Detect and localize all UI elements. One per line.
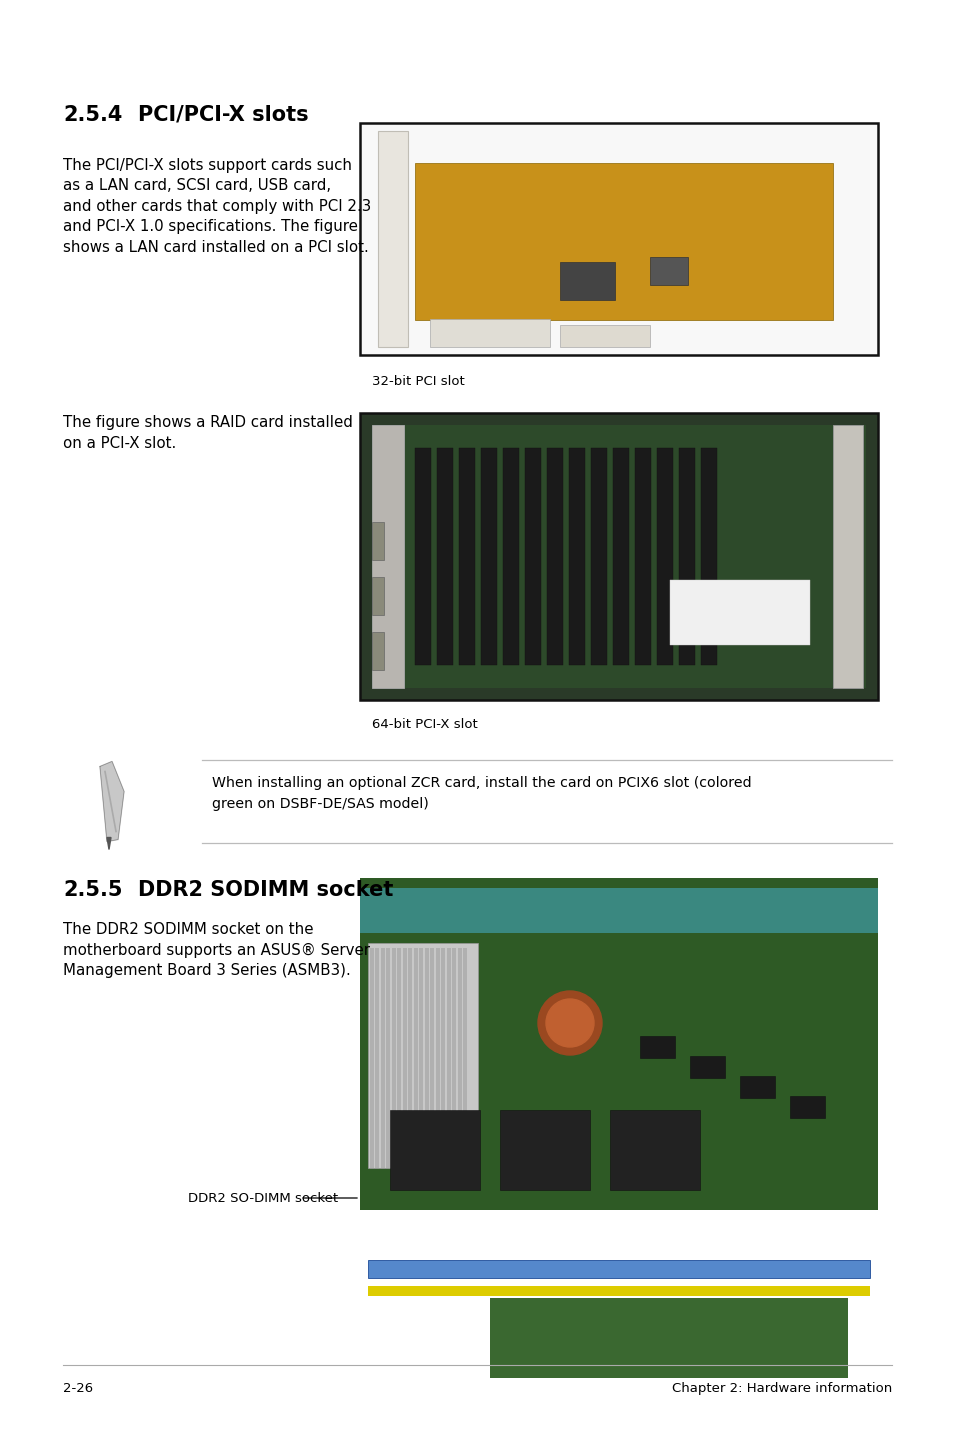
Text: DDR2 SODIMM socket: DDR2 SODIMM socket xyxy=(138,880,393,900)
Bar xyxy=(635,449,650,664)
Bar xyxy=(359,889,877,933)
Bar xyxy=(414,948,417,1168)
Bar xyxy=(832,426,862,687)
Polygon shape xyxy=(107,837,111,850)
Bar xyxy=(458,449,475,664)
Bar xyxy=(368,1286,869,1296)
Bar xyxy=(372,426,403,687)
Text: on a PCI-X slot.: on a PCI-X slot. xyxy=(63,436,176,450)
Bar xyxy=(359,413,877,700)
Circle shape xyxy=(537,991,601,1055)
Text: green on DSBF-DE/SAS model): green on DSBF-DE/SAS model) xyxy=(212,797,428,811)
Bar xyxy=(559,262,615,301)
Bar xyxy=(700,449,717,664)
Text: 2.5.4: 2.5.4 xyxy=(63,105,122,125)
Bar xyxy=(499,1110,589,1191)
Bar xyxy=(375,948,379,1168)
Bar xyxy=(370,948,374,1168)
Bar xyxy=(613,449,628,664)
Bar xyxy=(372,522,384,559)
Text: When installing an optional ZCR card, install the card on PCIX6 slot (colored: When installing an optional ZCR card, in… xyxy=(212,777,751,789)
Bar xyxy=(377,131,408,347)
Text: and PCI-X 1.0 specifications. The figure: and PCI-X 1.0 specifications. The figure xyxy=(63,220,357,234)
Text: and other cards that comply with PCI 2.3: and other cards that comply with PCI 2.3 xyxy=(63,198,371,214)
Bar xyxy=(397,948,401,1168)
Bar xyxy=(463,948,467,1168)
Text: motherboard supports an ASUS® Server: motherboard supports an ASUS® Server xyxy=(63,942,370,958)
Text: 64-bit PCI-X slot: 64-bit PCI-X slot xyxy=(372,718,477,731)
Bar xyxy=(436,449,453,664)
Bar xyxy=(480,449,497,664)
Text: The figure shows a RAID card installed: The figure shows a RAID card installed xyxy=(63,416,353,430)
Text: The DDR2 SODIMM socket on the: The DDR2 SODIMM socket on the xyxy=(63,922,314,938)
Bar xyxy=(419,948,423,1168)
Bar xyxy=(457,948,461,1168)
Bar xyxy=(386,948,390,1168)
Bar xyxy=(740,1076,774,1099)
Bar xyxy=(689,1055,724,1078)
Bar xyxy=(546,449,562,664)
Bar xyxy=(415,162,832,321)
Bar xyxy=(368,943,477,1168)
Bar xyxy=(568,449,584,664)
Bar xyxy=(452,948,456,1168)
Bar xyxy=(639,1035,675,1058)
Bar xyxy=(424,948,429,1168)
Circle shape xyxy=(545,999,594,1047)
Bar xyxy=(657,449,672,664)
Bar xyxy=(402,948,407,1168)
Bar xyxy=(372,426,865,687)
Bar xyxy=(524,449,540,664)
Bar xyxy=(609,1110,700,1191)
Bar xyxy=(441,948,445,1168)
Bar xyxy=(430,948,434,1168)
Bar xyxy=(368,1260,869,1278)
Bar xyxy=(436,948,439,1168)
Text: shows a LAN card installed on a PCI slot.: shows a LAN card installed on a PCI slot… xyxy=(63,240,369,255)
Bar xyxy=(502,449,518,664)
Text: DDR2 SO-DIMM socket: DDR2 SO-DIMM socket xyxy=(188,1192,337,1205)
Bar xyxy=(380,948,385,1168)
Polygon shape xyxy=(100,762,124,841)
Bar xyxy=(372,631,384,670)
Bar xyxy=(590,449,606,664)
Text: 32-bit PCI slot: 32-bit PCI slot xyxy=(372,375,464,388)
Bar xyxy=(359,124,877,355)
Text: 2-26: 2-26 xyxy=(63,1382,93,1395)
Bar xyxy=(490,1299,847,1378)
Bar xyxy=(372,577,384,615)
Bar xyxy=(559,325,649,347)
Bar xyxy=(447,948,451,1168)
Bar xyxy=(430,319,550,347)
Text: Management Board 3 Series (ASMB3).: Management Board 3 Series (ASMB3). xyxy=(63,963,351,978)
Text: The PCI/PCI-X slots support cards such: The PCI/PCI-X slots support cards such xyxy=(63,158,352,173)
Bar xyxy=(415,449,431,664)
Text: PCI/PCI-X slots: PCI/PCI-X slots xyxy=(138,105,309,125)
Bar xyxy=(679,449,695,664)
Bar xyxy=(408,948,412,1168)
Bar xyxy=(649,257,687,285)
Bar xyxy=(789,1096,824,1117)
Bar xyxy=(359,879,877,1209)
Bar xyxy=(392,948,395,1168)
Text: 2.5.5: 2.5.5 xyxy=(63,880,122,900)
Text: as a LAN card, SCSI card, USB card,: as a LAN card, SCSI card, USB card, xyxy=(63,178,331,194)
Text: Chapter 2: Hardware information: Chapter 2: Hardware information xyxy=(671,1382,891,1395)
Bar xyxy=(669,580,809,646)
Bar xyxy=(390,1110,479,1191)
